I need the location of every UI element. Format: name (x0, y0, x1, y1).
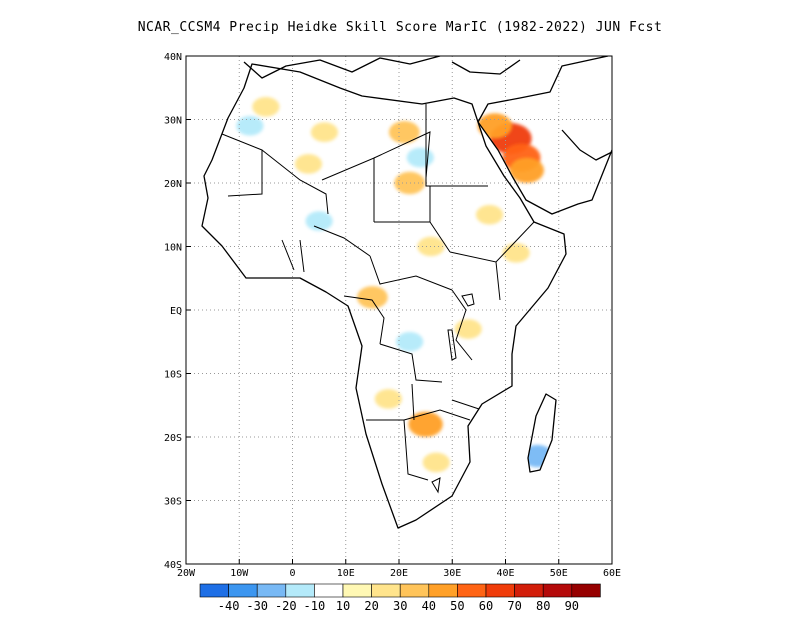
colorbar: -40 -30 -20 -10 10 20 30 40 50 60 70 80 90 (199, 583, 601, 613)
arabia-coastline (477, 56, 612, 215)
y-tick-label: 40S (164, 560, 182, 571)
colorbar-bin (199, 583, 229, 598)
colorbar-label: -30 (246, 599, 268, 613)
colorbar-label: 70 (507, 599, 521, 613)
colorbar-bin (285, 583, 315, 598)
colorbar-label: 30 (393, 599, 407, 613)
y-tick-label: 30S (164, 497, 182, 508)
colorbar-label: 40 (422, 599, 436, 613)
colorbar-bin (571, 583, 601, 598)
y-tick-label: 40N (164, 52, 182, 63)
skill-region (502, 243, 530, 263)
colorbar-bin (514, 583, 544, 598)
x-tick-label: 20W (177, 568, 196, 579)
colorbar-bin (314, 583, 344, 598)
y-tick-label: 10S (164, 370, 182, 381)
x-tick-label: 60E (603, 568, 621, 579)
colorbar-label: -40 (218, 599, 240, 613)
x-tick-label: 50E (550, 568, 568, 579)
colorbar-bin (228, 583, 258, 598)
skill-region (305, 211, 333, 231)
lakes (431, 293, 475, 494)
y-tick-label: 20S (164, 433, 182, 444)
axes: 20W 10W 0 10E 20E 30E 40E 50E 60E 40N 30N 20N 10N EQ 1… (164, 52, 621, 579)
colorbar-bin (428, 583, 458, 598)
skill-region (475, 204, 504, 225)
skill-region (259, 142, 284, 160)
map-title: NCAR_CCSM4 Precip Heidke Skill Score Mar… (137, 20, 663, 35)
colorbar-bin (485, 583, 515, 598)
x-tick-label: 10E (337, 568, 355, 579)
skill-region (509, 157, 544, 183)
x-tick-label: 30E (443, 568, 461, 579)
coastlines (201, 56, 612, 529)
y-tick-label: EQ (170, 306, 182, 317)
skill-region (252, 97, 280, 117)
skill-region (396, 331, 424, 352)
colorbar-bin (342, 583, 372, 598)
colorbar-label: 20 (364, 599, 378, 613)
colorbar-label: 80 (536, 599, 550, 613)
skill-region (518, 65, 546, 85)
europe-coastline (243, 56, 521, 79)
x-tick-label: 20E (390, 568, 408, 579)
colorbar-bin (457, 583, 487, 598)
colorbar-bin (371, 583, 401, 598)
skill-region (236, 116, 264, 136)
skill-region (408, 411, 443, 437)
y-tick-label: 20N (164, 179, 182, 190)
colorbar-label: 10 (336, 599, 350, 613)
skill-region (344, 231, 369, 249)
x-tick-label: 10W (230, 568, 249, 579)
skill-region (454, 319, 482, 339)
colorbar-label: 90 (565, 599, 579, 613)
skill-region (356, 286, 388, 309)
skill-region (406, 147, 434, 168)
y-tick-label: 30N (164, 116, 182, 127)
skill-region (388, 121, 420, 144)
skill-region (422, 452, 450, 473)
colorbar-label: -10 (304, 599, 326, 613)
x-tick-label: 0 (289, 568, 295, 579)
colorbar-bin (256, 583, 287, 598)
colorbar-label: 50 (450, 599, 464, 613)
persian-gulf-coastline (561, 129, 612, 161)
y-tick-label: 10N (164, 243, 182, 254)
colorbar-bin (399, 583, 430, 598)
colorbar-label: 60 (479, 599, 493, 613)
skill-region (310, 122, 339, 142)
madagascar-coastline (527, 393, 557, 473)
africa-coastline (201, 63, 567, 529)
colorbar-bin (542, 583, 573, 598)
country-borders (221, 104, 535, 481)
skill-region (374, 389, 402, 409)
colorbar-label: -20 (275, 599, 297, 613)
skill-region (394, 171, 426, 195)
skill-region (294, 154, 323, 174)
skill-region (440, 269, 465, 287)
x-tick-label: 40E (496, 568, 514, 579)
